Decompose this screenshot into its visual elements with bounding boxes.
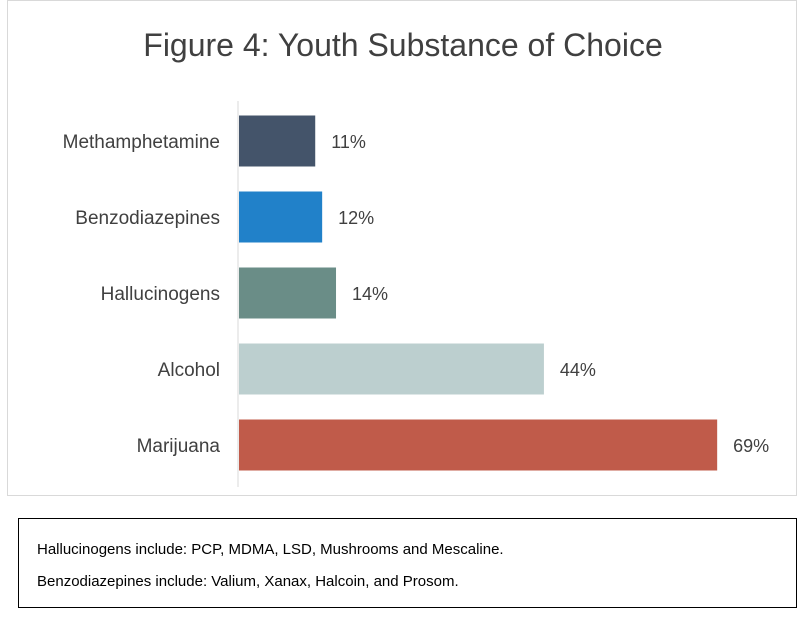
- bar-hallucinogens: [239, 267, 337, 319]
- category-label: Alcohol: [158, 360, 220, 381]
- bar-marijuana: [239, 419, 718, 471]
- category-label: Hallucinogens: [101, 284, 220, 305]
- data-label: 14%: [352, 284, 388, 304]
- bar-chart-plot: Methamphetamine 11% Benzodiazepines 12% Hall…: [63, 101, 769, 487]
- data-label: 69%: [733, 436, 769, 456]
- category-label: Benzodiazepines: [75, 208, 220, 229]
- bar-methamphetamine: [239, 115, 316, 167]
- note-benzodiazepines: Benzodiazepines include: Valium, Xanax, …: [37, 573, 459, 590]
- notes-box: Hallucinogens include: PCP, MDMA, LSD, M…: [18, 518, 797, 608]
- category-label: Marijuana: [137, 436, 221, 457]
- data-label: 44%: [560, 360, 596, 380]
- data-label: 12%: [338, 208, 374, 228]
- data-label: 11%: [331, 132, 366, 152]
- category-label: Methamphetamine: [63, 132, 220, 153]
- note-hallucinogens: Hallucinogens include: PCP, MDMA, LSD, M…: [37, 541, 504, 558]
- bar-alcohol: [239, 343, 544, 395]
- chart-container: Figure 4: Youth Substance of Choice Meth…: [7, 0, 797, 496]
- bar-benzodiazepines: [239, 191, 323, 243]
- chart-title: Figure 4: Youth Substance of Choice: [143, 27, 663, 63]
